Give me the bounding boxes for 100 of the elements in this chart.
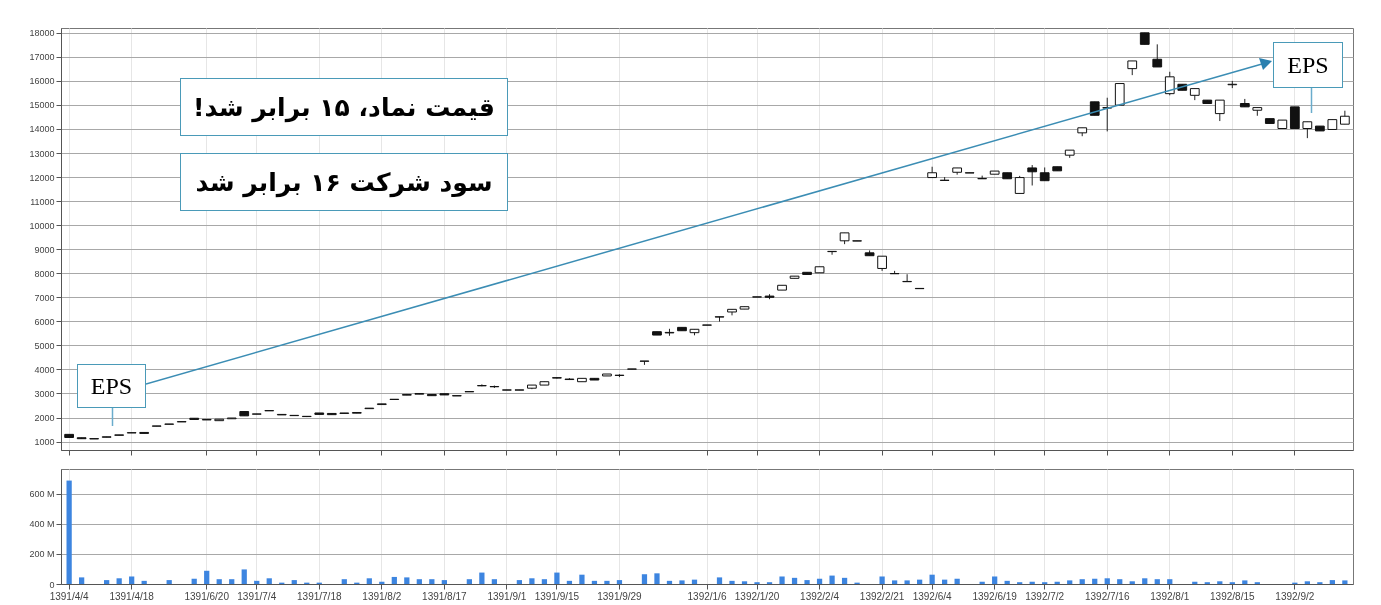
- bar: [266, 578, 272, 584]
- bar: [641, 574, 648, 584]
- bar: [1154, 579, 1160, 584]
- y-tick-label: 17000: [29, 52, 55, 63]
- x-tick-label: 1392/8/1: [1150, 590, 1190, 602]
- x-tick-label: 1392/2/4: [800, 590, 840, 602]
- x-tick-label: 1391/8/2: [362, 590, 402, 602]
- bar: [579, 574, 585, 584]
- bar: [529, 578, 535, 584]
- bar: [716, 577, 723, 584]
- candlestick: [902, 273, 912, 283]
- y-tick-label: 4000: [34, 364, 55, 375]
- bar: [779, 576, 785, 584]
- candlestick: [1164, 71, 1175, 96]
- x-tick-label: 1391/9/15: [534, 590, 580, 602]
- bar: [729, 580, 735, 584]
- bar: [992, 576, 998, 584]
- bar: [479, 572, 485, 584]
- x-tick-label: 1391/4/18: [109, 590, 155, 602]
- x-tick-label: 1391/9/1: [487, 590, 527, 602]
- bar: [1129, 581, 1135, 584]
- bar: [804, 580, 810, 584]
- y-tick-label: 1000: [34, 437, 55, 448]
- y-tick-label: 16000: [29, 76, 55, 87]
- bar: [216, 579, 222, 584]
- bar: [879, 576, 885, 584]
- y-tick-label: 600 M: [29, 489, 55, 500]
- x-tick-label: 1392/8/15: [1210, 590, 1255, 602]
- y-tick-label: 0: [49, 579, 55, 590]
- bar: [79, 577, 85, 584]
- bar: [66, 480, 72, 584]
- bar: [466, 579, 472, 584]
- candlestick: [1289, 106, 1300, 130]
- bar: [891, 580, 898, 584]
- annotation: قیمت نماد، ۱۵ برابر شد!: [180, 78, 508, 136]
- y-tick-label: 2000: [34, 413, 55, 424]
- bar: [1342, 580, 1348, 584]
- y-tick-label: 400 M: [29, 519, 55, 530]
- bar: [1067, 580, 1073, 584]
- candlestick: [939, 176, 950, 181]
- x-tick-label: 1392/2/21: [859, 590, 905, 602]
- bar: [1217, 581, 1223, 584]
- x-tick-label: 1391/4/4: [49, 590, 90, 602]
- bar: [1117, 579, 1123, 584]
- bar: [404, 577, 410, 584]
- bar: [554, 572, 560, 584]
- x-tick-label: 1392/1/6: [687, 590, 727, 602]
- annotation: سود شرکت ۱۶ برابر شد: [180, 153, 508, 211]
- x-tick-label: 1392/7/16: [1084, 590, 1130, 602]
- bar: [429, 579, 435, 584]
- x-tick-label: 1392/6/19: [972, 590, 1018, 602]
- y-tick-label: 6000: [34, 316, 55, 327]
- bar: [116, 578, 122, 584]
- x-tick-label: 1392/6/4: [912, 590, 953, 602]
- bar: [604, 580, 610, 584]
- bar: [679, 580, 685, 584]
- y-tick-label: 11000: [30, 196, 55, 207]
- y-tick-label: 14000: [29, 124, 55, 135]
- bar: [416, 579, 422, 584]
- y-tick-label: 10000: [29, 220, 55, 231]
- y-tick-label: 7000: [34, 292, 55, 303]
- bar: [791, 577, 798, 584]
- annotation: EPS: [77, 364, 146, 408]
- x-tick-label: 1392/7/2: [1025, 590, 1065, 602]
- bar: [441, 580, 447, 584]
- bar: [1167, 579, 1173, 584]
- y-tick-label: 18000: [29, 28, 55, 39]
- bar: [1329, 580, 1335, 584]
- bar: [929, 574, 935, 584]
- bar: [904, 580, 910, 584]
- x-tick-label: 1392/9/2: [1275, 590, 1315, 602]
- bar: [741, 581, 748, 584]
- bar: [1079, 579, 1085, 584]
- bar: [516, 580, 523, 584]
- bar: [291, 580, 297, 584]
- candlestick: [1152, 43, 1163, 68]
- y-tick-label: 15000: [29, 100, 55, 111]
- bar: [616, 580, 623, 584]
- x-tick-label: 1391/7/18: [297, 590, 342, 602]
- bar: [1242, 580, 1248, 584]
- bar: [129, 576, 135, 584]
- candlestick: [827, 250, 837, 256]
- y-tick-label: 12000: [29, 172, 55, 183]
- bar: [841, 577, 848, 584]
- bar: [229, 579, 235, 584]
- bar: [1142, 578, 1148, 584]
- candlestick: [1214, 99, 1225, 122]
- bar: [241, 569, 247, 584]
- y-tick-label: 200 M: [29, 549, 55, 560]
- x-tick-label: 1392/1/20: [734, 590, 780, 602]
- x-tick-label: 1391/7/4: [237, 590, 277, 602]
- bar: [1104, 578, 1110, 584]
- x-tick-label: 1391/6/20: [184, 590, 230, 602]
- bar: [491, 579, 497, 584]
- candlestick: [1027, 164, 1038, 186]
- y-tick-label: 8000: [34, 268, 55, 279]
- annotation: EPS: [1273, 42, 1343, 88]
- bar: [829, 575, 835, 584]
- bar: [104, 580, 110, 584]
- bar: [341, 579, 347, 584]
